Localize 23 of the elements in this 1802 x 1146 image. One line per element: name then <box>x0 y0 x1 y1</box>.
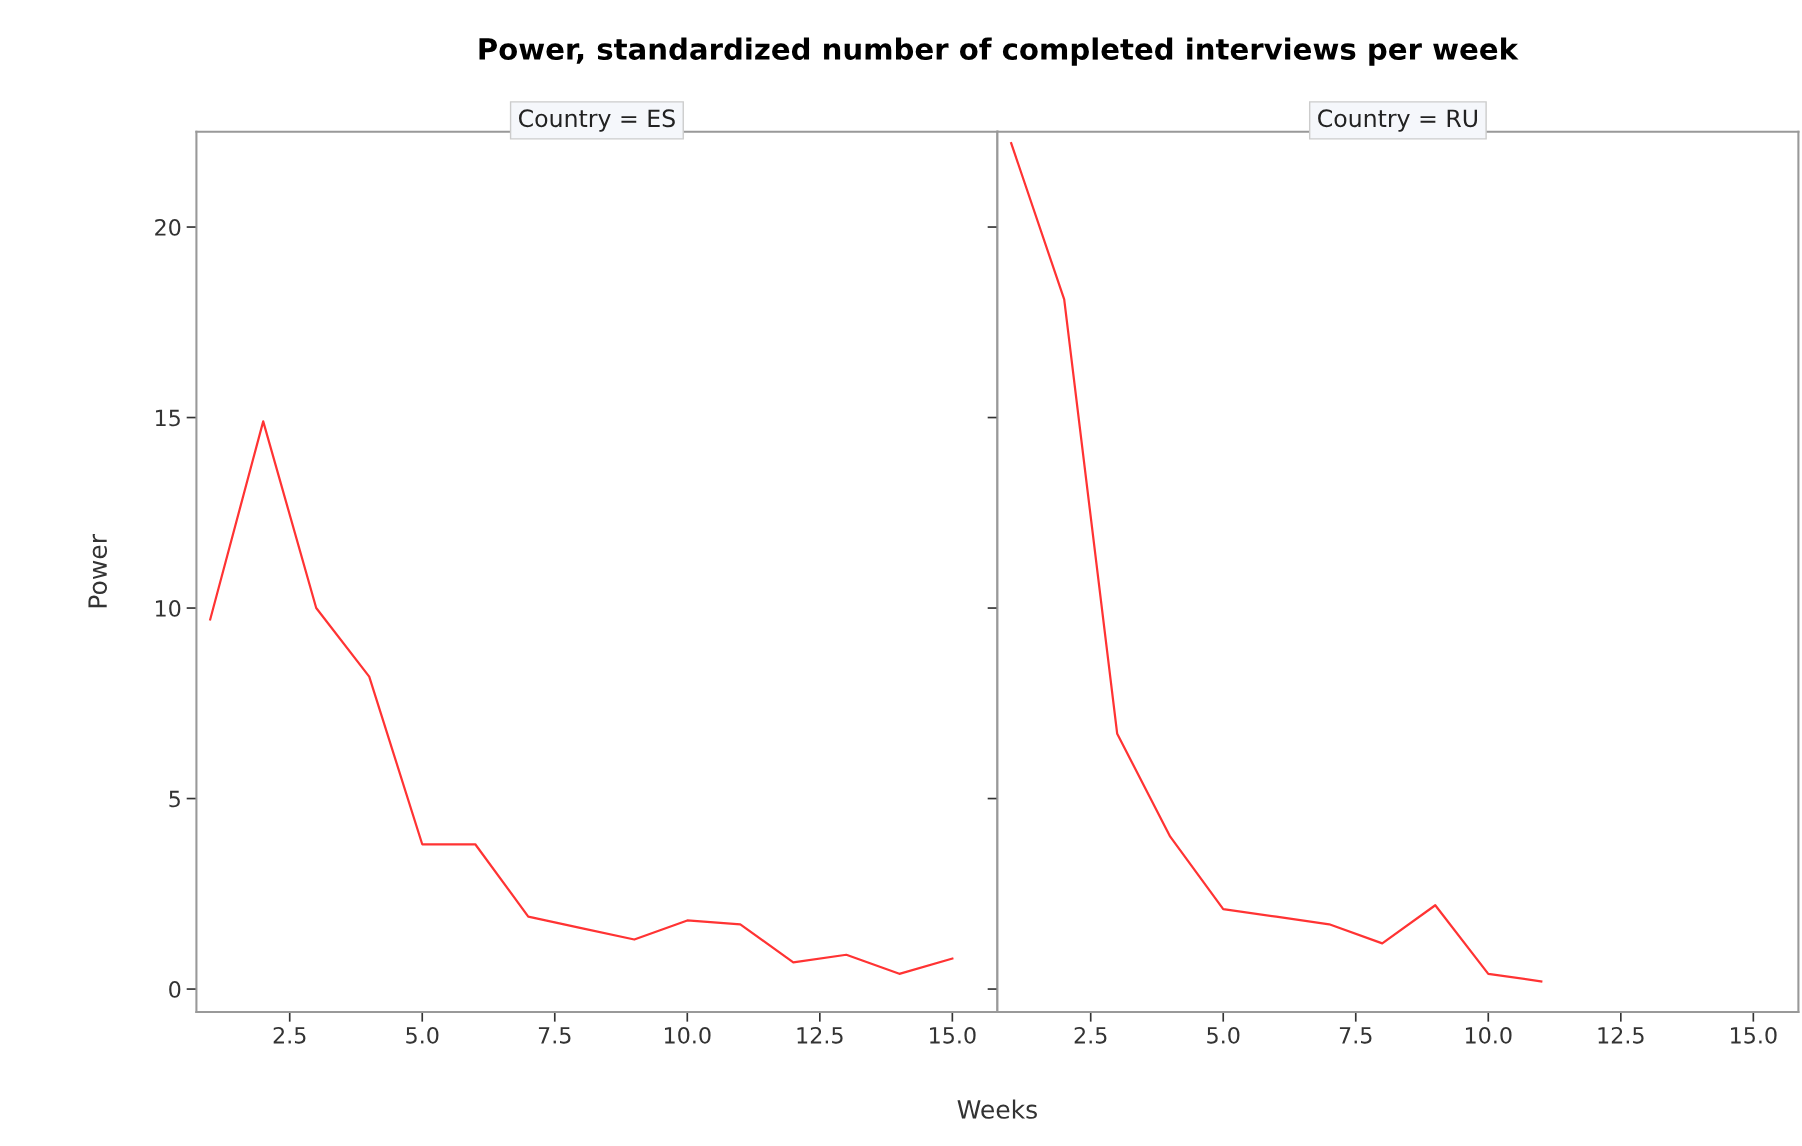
y-tick-label: 5 <box>169 790 180 808</box>
y-tick-label: 0 <box>169 981 181 998</box>
chart-subtitle: Country = ES <box>518 109 675 132</box>
y-axis-title: Power <box>88 534 108 608</box>
x-tick-label: 2.5 <box>273 1026 306 1044</box>
x-tick-label: 7.5 <box>1339 1027 1372 1044</box>
chart-subtitle: Country = RU <box>1318 109 1477 132</box>
x-tick-label: 10.0 <box>665 1026 711 1044</box>
x-tick-label: 7.5 <box>538 1027 571 1044</box>
x-tick-label: 2.5 <box>1074 1026 1107 1044</box>
x-tick-label: 5.0 <box>406 1026 439 1044</box>
x-tick-label: 15.0 <box>930 1026 976 1044</box>
y-tick-label: 20 <box>155 218 181 236</box>
x-tick-label: 10.0 <box>1465 1026 1512 1044</box>
x-tick-label: 5.0 <box>1207 1026 1240 1044</box>
y-tick-label: 15 <box>156 409 180 427</box>
x-tick-label: 12.5 <box>1598 1026 1644 1044</box>
y-tick-label: 10 <box>156 600 181 617</box>
x-axis-title: Weeks <box>957 1099 1037 1119</box>
x-tick-label: 15.0 <box>1731 1026 1777 1044</box>
chart-title: Power, standardized number of completed interviews per week <box>479 37 1519 66</box>
line-series <box>209 420 954 975</box>
x-tick-label: 12.5 <box>797 1026 843 1044</box>
